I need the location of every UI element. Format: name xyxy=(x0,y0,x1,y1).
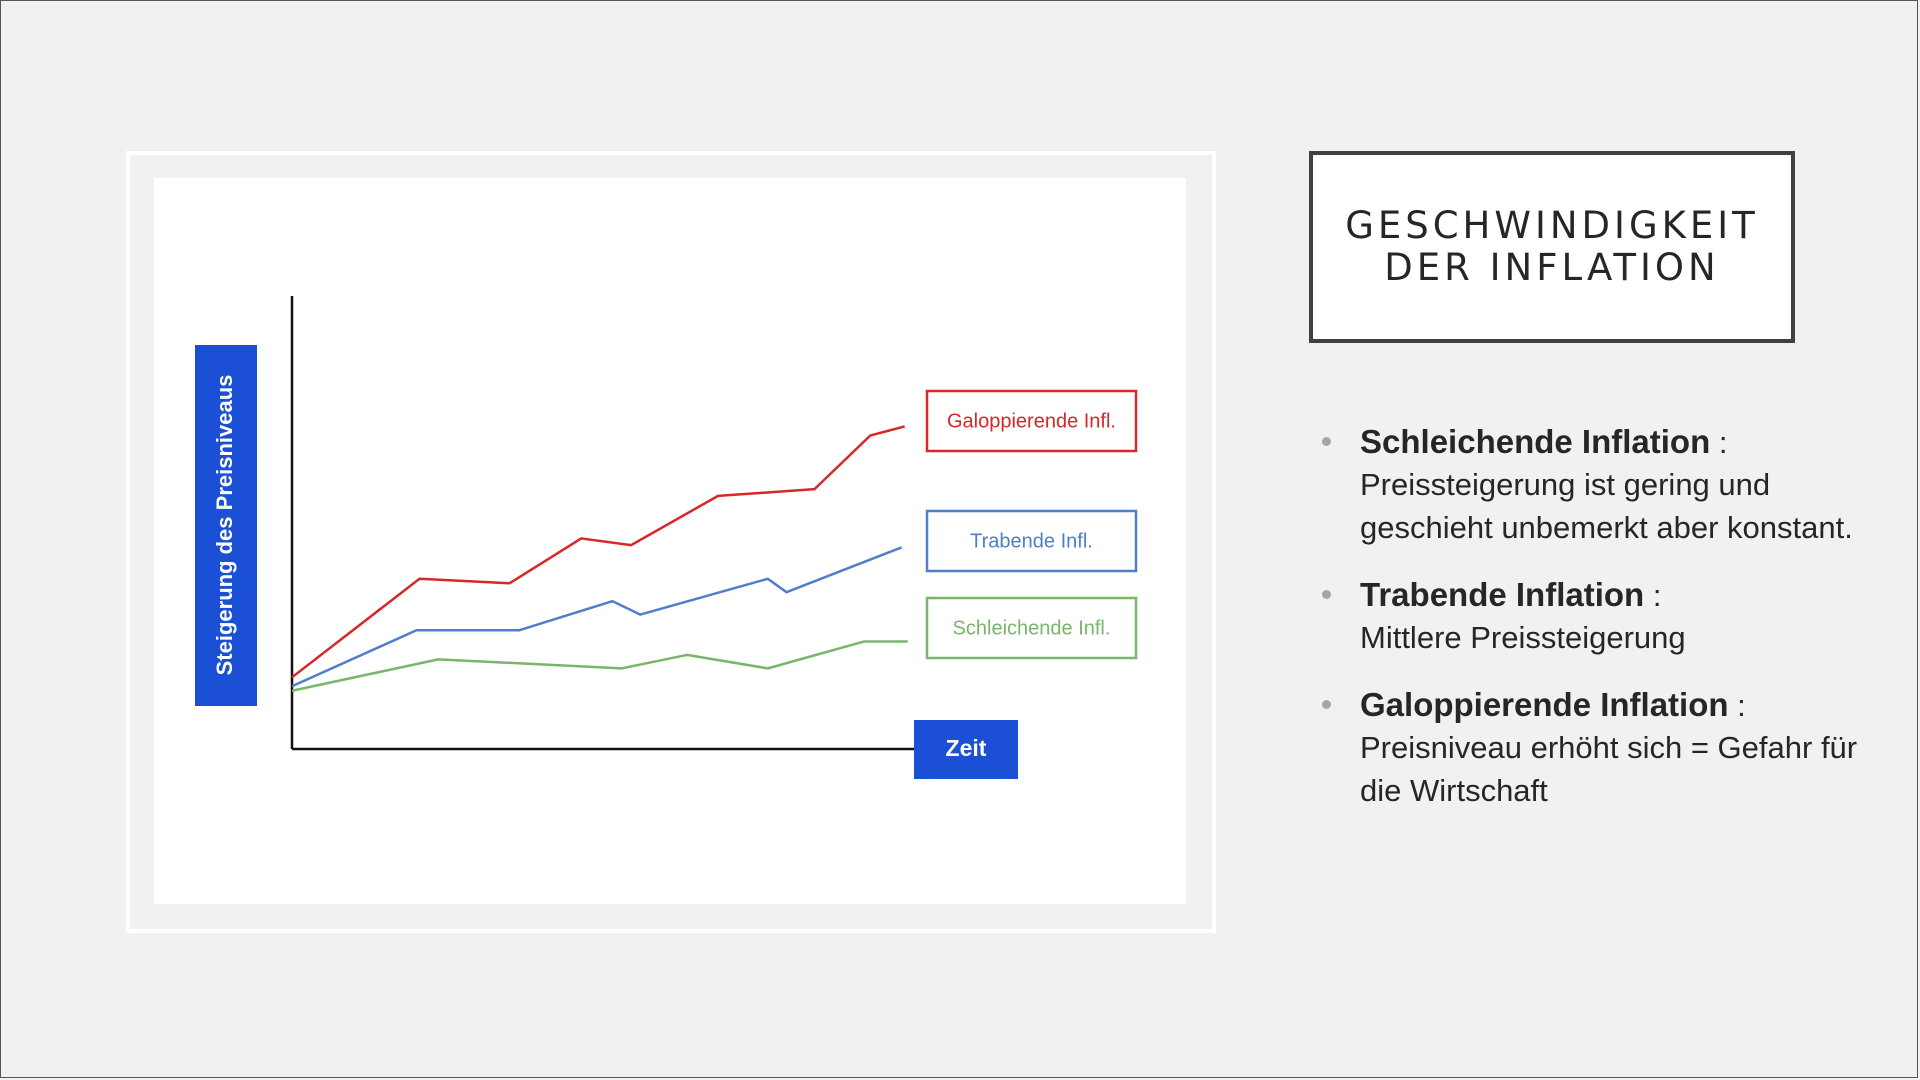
bullet-item: Trabende Inflation : Mittlere Preissteig… xyxy=(1322,573,1882,659)
bullet-item: Galoppierende Inflation : Preisniveau er… xyxy=(1322,683,1882,812)
y-axis-label: Steigerung des Preisniveaus xyxy=(212,375,237,676)
bullet-dot-icon xyxy=(1322,437,1331,446)
y-axis-label-box xyxy=(195,345,257,706)
bullet-colon: : xyxy=(1710,425,1728,460)
x-axis-label: Zeit xyxy=(946,735,987,761)
x-axis-label-box xyxy=(914,720,1018,779)
slide-title: GESCHWINDIGKEIT DER INFLATION xyxy=(1345,205,1759,289)
legend-box-2 xyxy=(925,596,1138,660)
title-line-1: GESCHWINDIGKEIT xyxy=(1345,204,1759,247)
title-line-2: DER INFLATION xyxy=(1384,246,1720,289)
bullet-body: Preissteigerung ist gering und geschieht… xyxy=(1360,467,1853,545)
legend-label-1: Trabende Infl. xyxy=(970,530,1093,552)
legend-box-0 xyxy=(925,389,1138,453)
legend-label-2: Schleichende Infl. xyxy=(953,617,1111,639)
bullet-list: Schleichende Inflation : Preissteigerung… xyxy=(1322,420,1882,836)
bullet-colon: : xyxy=(1728,688,1746,723)
series-line-1 xyxy=(291,546,903,688)
bullet-body: Mittlere Preissteigerung xyxy=(1360,620,1686,655)
bullet-body: Preisniveau erhöht sich = Gefahr für die… xyxy=(1360,730,1858,808)
chart-panel: Steigerung des Preisniveaus Zeit Galoppi… xyxy=(154,178,1186,904)
figure-frame xyxy=(126,151,1216,933)
legend-label-0: Galoppierende Infl. xyxy=(947,410,1116,432)
bullet-heading: Galoppierende Inflation xyxy=(1360,686,1729,723)
slide-title-box: GESCHWINDIGKEIT DER INFLATION xyxy=(1309,151,1795,343)
bullet-dot-icon xyxy=(1322,700,1331,709)
legend-box-1 xyxy=(925,509,1138,573)
bullet-colon: : xyxy=(1644,578,1662,613)
series-line-2 xyxy=(291,640,908,692)
bullet-heading: Schleichende Inflation xyxy=(1360,423,1711,460)
bullet-item: Schleichende Inflation : Preissteigerung… xyxy=(1322,420,1882,549)
inflation-chart: Steigerung des Preisniveaus Zeit Galoppi… xyxy=(195,296,1138,779)
bullet-dot-icon xyxy=(1322,590,1331,599)
series-line-0 xyxy=(291,425,905,679)
bullet-heading: Trabende Inflation xyxy=(1360,576,1645,613)
